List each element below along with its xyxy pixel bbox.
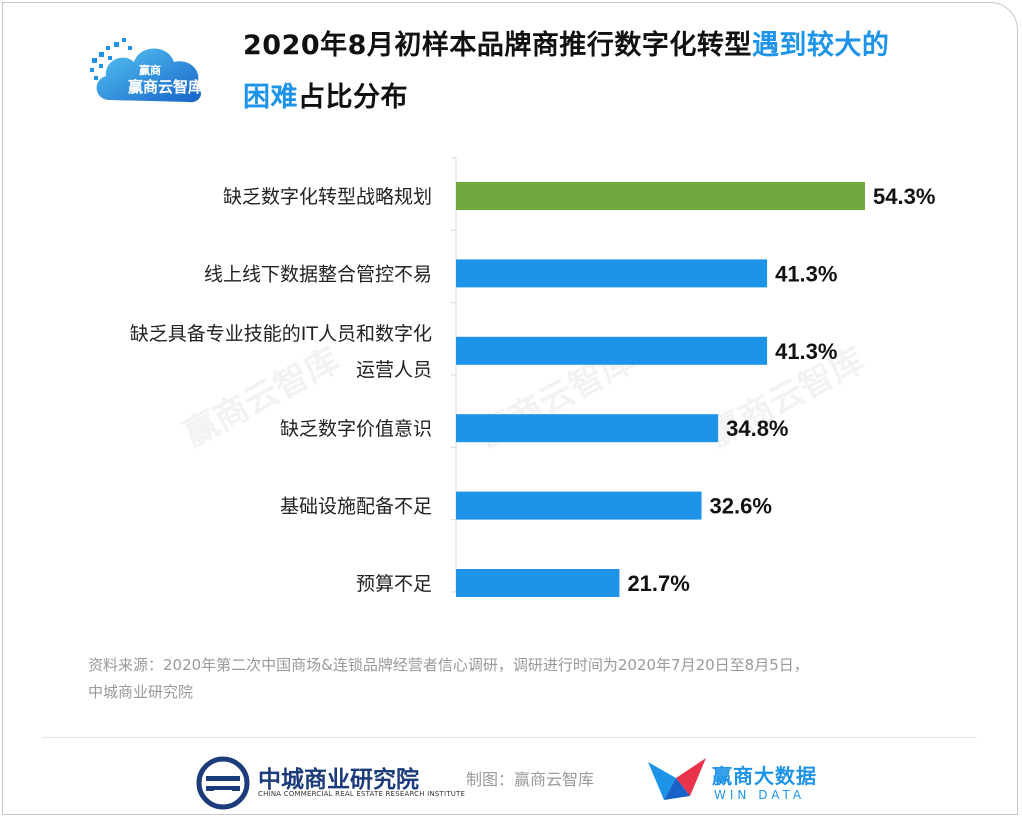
title-part-1: 2020年8月初样本品牌商推行数字化转型 <box>243 30 752 61</box>
logo-text: 赢商云智库 <box>128 78 204 96</box>
title-highlight-2: 困难 <box>243 82 298 113</box>
org-name-cn: 中城商业研究院 <box>258 766 419 793</box>
data-label-3: 34.8% <box>726 416 788 441</box>
windata-emblem-icon <box>648 758 706 800</box>
svg-text:赢商: 赢商 <box>139 63 161 77</box>
category-label-3: 缺乏数字价值意识 <box>280 418 432 440</box>
windata-name-cn: 赢商大数据 <box>712 764 817 788</box>
bar-3 <box>456 414 719 443</box>
title-highlight-1: 遇到较大的 <box>751 30 890 61</box>
bar-4 <box>456 491 702 520</box>
bar-0 <box>456 182 865 210</box>
source-line-2: 中城商业研究院 <box>88 683 194 701</box>
source-line-1: 资料来源：2020年第二次中国商场&连锁品牌经营者信心调研，调研进行时间为202… <box>88 656 809 674</box>
data-label-4: 32.6% <box>710 494 772 519</box>
cloud-logo-icon: 赢商 <box>90 38 202 103</box>
category-label-1: 线上线下数据整合管控不易 <box>204 263 432 285</box>
category-label-2: 缺乏具备专业技能的IT人员和数字化 <box>130 323 432 345</box>
chart-credit: 制图：赢商云智库 <box>466 770 595 789</box>
data-label-2: 41.3% <box>775 339 837 364</box>
bar-2 <box>456 336 768 365</box>
chart-title: 2020年8月初样本品牌商推行数字化转型遇到较大的 困难占比分布 <box>243 20 943 124</box>
category-label-4: 基础设施配备不足 <box>280 496 432 518</box>
title-part-4: 占比分布 <box>298 82 408 113</box>
category-label-2: 运营人员 <box>356 359 432 381</box>
org-emblem-icon <box>196 756 250 810</box>
bar-5 <box>456 569 620 597</box>
windata-name-en: WIN DATA <box>714 788 806 802</box>
data-label-1: 41.3% <box>775 261 837 286</box>
org-name-en: CHINA COMMERCIAL REAL ESTATE RESEARCH IN… <box>258 790 466 798</box>
category-label-5: 预算不足 <box>356 573 432 595</box>
footer-divider <box>42 737 977 738</box>
data-label-0: 54.3% <box>873 184 935 209</box>
category-label-0: 缺乏数字化转型战略规划 <box>223 186 432 208</box>
bar-1 <box>456 259 768 288</box>
source-note: 资料来源：2020年第二次中国商场&连锁品牌经营者信心调研，调研进行时间为202… <box>88 652 988 706</box>
data-label-5: 21.7% <box>627 571 689 596</box>
